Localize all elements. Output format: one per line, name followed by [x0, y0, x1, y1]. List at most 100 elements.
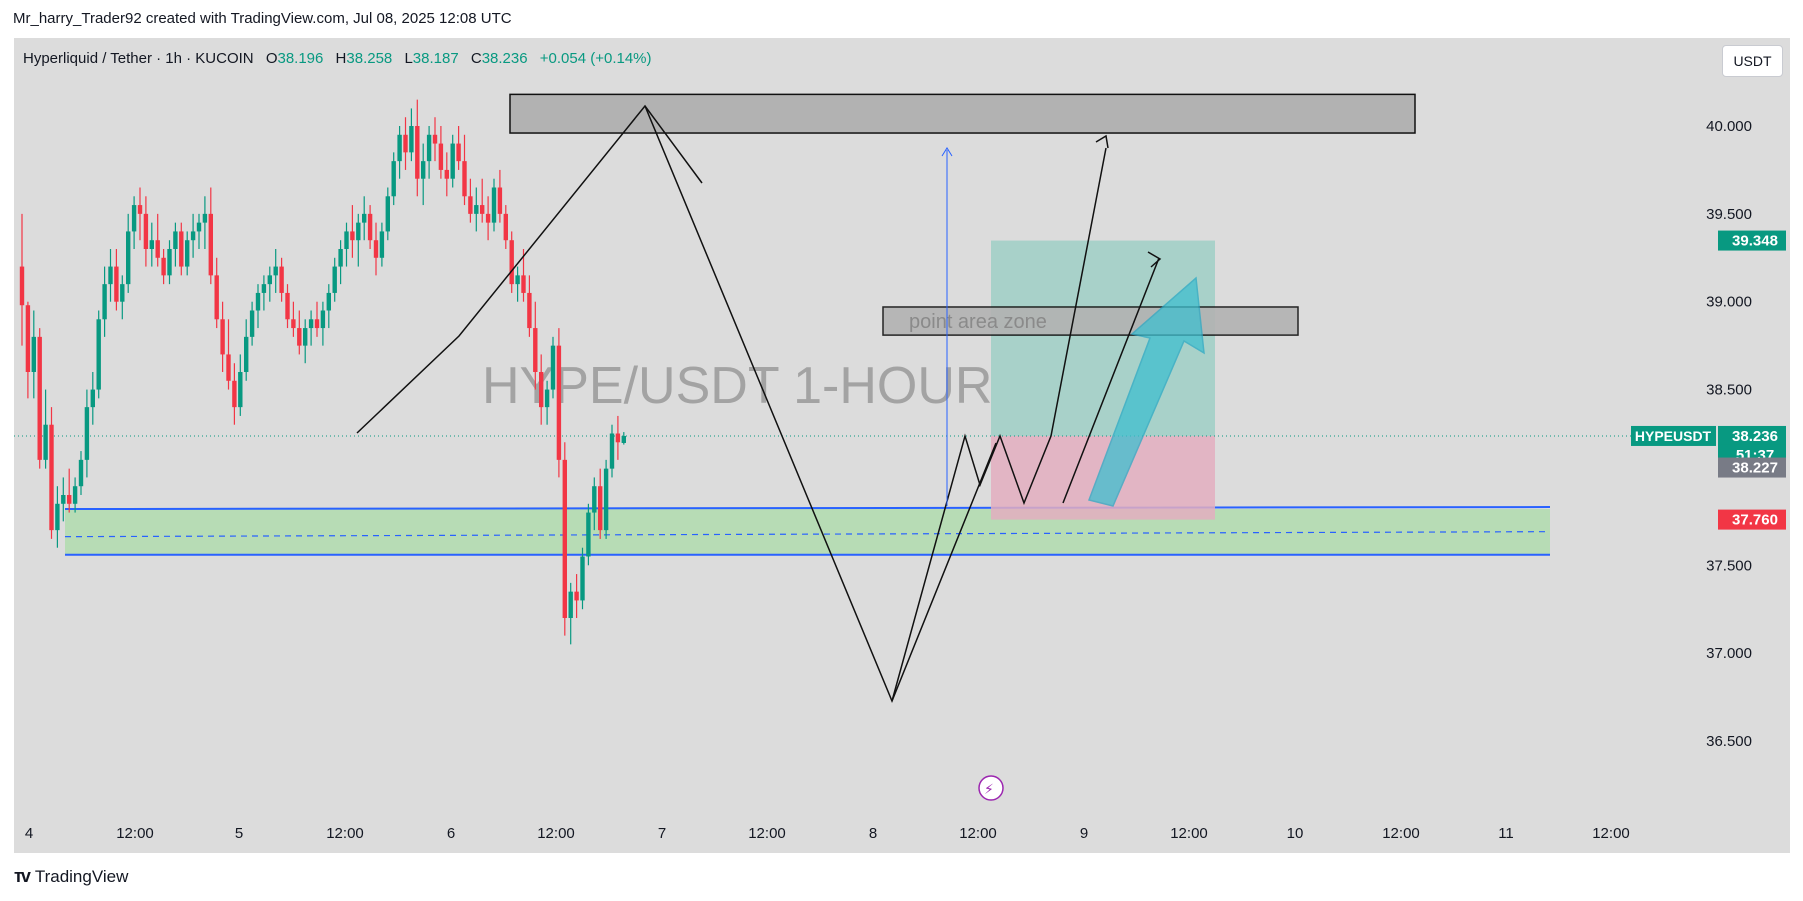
lightning-icon: ⚡ — [978, 775, 1004, 801]
y-tick-label: 39.000 — [1706, 294, 1752, 311]
candle-body — [373, 240, 379, 258]
chart-watermark: HYPE/USDT 1-HOUR — [482, 357, 992, 415]
currency-button[interactable]: USDT — [1722, 45, 1783, 77]
price-tag-last-text: 38.236 — [1732, 428, 1778, 445]
x-tick-label: 12:00 — [1382, 825, 1420, 842]
candle-body — [503, 213, 508, 241]
candle-body — [67, 495, 72, 504]
candle-body — [533, 328, 538, 372]
x-tick-label: 9 — [1080, 825, 1088, 842]
candle-body — [314, 319, 320, 329]
arrowhead-2 — [1147, 251, 1162, 268]
candle-body — [72, 486, 78, 504]
candle-body — [592, 486, 597, 513]
x-tick-label: 12:00 — [1170, 825, 1208, 842]
chart-area[interactable]: point area zone HYPE/USDT 1-HOUR ⚡ 40.000 39… — [14, 38, 1790, 853]
x-tick-label: 6 — [447, 825, 455, 842]
candle-body — [332, 266, 337, 293]
candle-body — [485, 213, 491, 223]
candle-body — [90, 389, 95, 408]
candle-body — [279, 266, 284, 293]
tradingview-logo-icon: ᴛᴠ — [14, 866, 31, 886]
candle-body — [185, 240, 190, 267]
candle-body — [544, 389, 550, 408]
candle-body — [249, 310, 255, 337]
candle-body — [497, 187, 503, 214]
symbol-name[interactable]: Hyperliquid / Tether · 1h · KUCOIN — [23, 50, 254, 67]
lightning-icon-circle — [978, 775, 1004, 801]
candle-body — [562, 459, 567, 618]
support-zone — [65, 509, 1550, 555]
price-tag-entry — [1718, 457, 1786, 478]
candle-body — [344, 231, 349, 249]
support-zone-mid-line — [64, 531, 1551, 538]
candle-body — [78, 459, 84, 487]
pattern-projection-2 — [1062, 257, 1160, 504]
price-chart[interactable]: point area zone HYPE/USDT 1-HOUR ⚡ 40.000 39… — [14, 38, 1790, 853]
arrowhead-1 — [1095, 134, 1109, 149]
price-tag-target-text: 39.348 — [1732, 233, 1778, 250]
candle-body — [285, 292, 290, 320]
candle-body — [143, 213, 149, 249]
price-tag-stop-text: 37.760 — [1732, 512, 1778, 529]
candle-body — [468, 196, 473, 214]
candle-body — [362, 213, 367, 223]
open-value: 38.196 — [277, 50, 324, 67]
candle-body — [25, 305, 31, 372]
x-tick-label: 5 — [235, 825, 243, 842]
x-tick-label: 12:00 — [537, 825, 575, 842]
candle-body — [131, 205, 137, 232]
candle-body — [108, 266, 113, 285]
point-area-zone-label: point area zone — [909, 311, 1047, 333]
candle-body — [220, 319, 225, 355]
measure-arrowhead — [941, 147, 953, 157]
candle-body — [403, 134, 408, 153]
chart-credit: Mr_harry_Trader92 created with TradingVi… — [13, 10, 512, 27]
high-label: H — [335, 50, 347, 67]
candle-body — [598, 486, 603, 531]
close-value: 38.236 — [481, 50, 528, 67]
candle-body — [149, 240, 154, 249]
candle-body — [31, 336, 36, 372]
candle-body — [232, 380, 237, 408]
candle-body — [539, 372, 544, 408]
candle-body — [350, 231, 355, 241]
candle-body — [49, 424, 54, 531]
pattern-projection-1 — [891, 147, 1107, 702]
candle-body — [238, 372, 243, 408]
x-tick-label: 11 — [1498, 825, 1514, 842]
candle-body — [491, 187, 497, 223]
candle-body — [19, 266, 25, 306]
x-tick-label: 12:00 — [959, 825, 997, 842]
candles — [19, 99, 626, 645]
candle-body — [55, 503, 60, 531]
support-zone-top-line — [64, 506, 1551, 511]
candle-body — [267, 275, 272, 285]
footer-brand: ᴛᴠ TradingView — [14, 866, 128, 887]
candle-body — [202, 213, 208, 223]
candle-body — [273, 266, 278, 276]
candle-body — [409, 126, 414, 153]
candle-body — [208, 213, 213, 276]
candle-body — [397, 134, 402, 162]
candle-body — [509, 240, 514, 285]
candle-body — [196, 222, 202, 232]
brand-name: TradingView — [34, 866, 129, 886]
candle-body — [303, 328, 308, 346]
candle-body — [385, 196, 390, 232]
candle-body — [379, 231, 385, 258]
candle-body — [297, 328, 302, 346]
x-tick-label: 12:00 — [116, 825, 154, 842]
y-tick-label: 37.500 — [1706, 557, 1752, 574]
open-label: O — [265, 50, 278, 67]
candle-body — [326, 292, 331, 311]
candle-body — [261, 284, 267, 293]
candle-body — [609, 433, 615, 469]
candle-body — [474, 205, 479, 214]
candle-body — [190, 231, 196, 241]
candle-body — [291, 319, 296, 329]
candle-body — [37, 336, 42, 460]
x-tick-label: 12:00 — [326, 825, 364, 842]
candle-body — [173, 231, 178, 249]
candle-body — [161, 257, 166, 276]
